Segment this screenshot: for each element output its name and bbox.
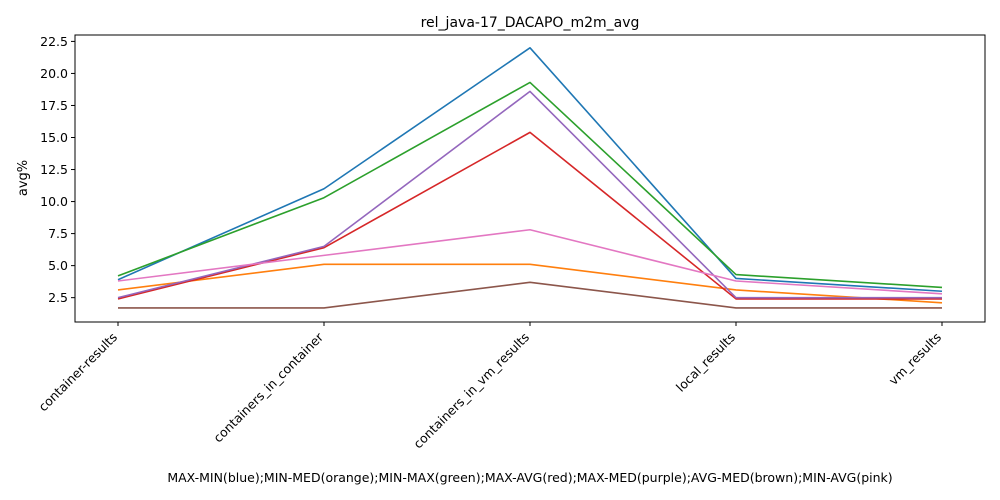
y-tick-label-1: 5.0 — [48, 258, 68, 273]
y-tick-label-5: 15.0 — [40, 130, 68, 145]
y-axis-label: avg% — [16, 160, 31, 196]
y-tick-label-0: 2.5 — [48, 290, 68, 305]
series-line-3 — [117, 131, 942, 300]
x-axis-label: MAX-MIN(blue);MIN-MED(orange);MIN-MAX(gr… — [167, 470, 892, 485]
series-line-5 — [118, 281, 942, 309]
y-tick-label-8: 22.5 — [40, 34, 68, 49]
y-tick-label-6: 17.5 — [40, 98, 68, 113]
x-tick-label-3: local_results — [673, 330, 738, 395]
x-tick-label-0: container-results — [35, 330, 120, 415]
series-line-1 — [117, 263, 943, 304]
y-tick-label-3: 10.0 — [40, 194, 68, 209]
y-tick-label-2: 7.5 — [48, 226, 68, 241]
y-tick-label-4: 12.5 — [40, 162, 68, 177]
plot-area — [117, 47, 943, 309]
y-tick-label-7: 20.0 — [40, 66, 68, 81]
x-tick-label-4: vm_results — [886, 330, 944, 388]
x-tick-label-1: containers_in_container — [210, 329, 326, 445]
series-line-0 — [117, 47, 943, 293]
series-line-6 — [117, 228, 943, 295]
x-tick-label-2: containers_in_vm_results — [410, 330, 532, 452]
series-line-2 — [117, 81, 943, 289]
series-line-4 — [117, 90, 942, 299]
chart-title: rel_java-17_DACAPO_m2m_avg — [421, 15, 640, 31]
